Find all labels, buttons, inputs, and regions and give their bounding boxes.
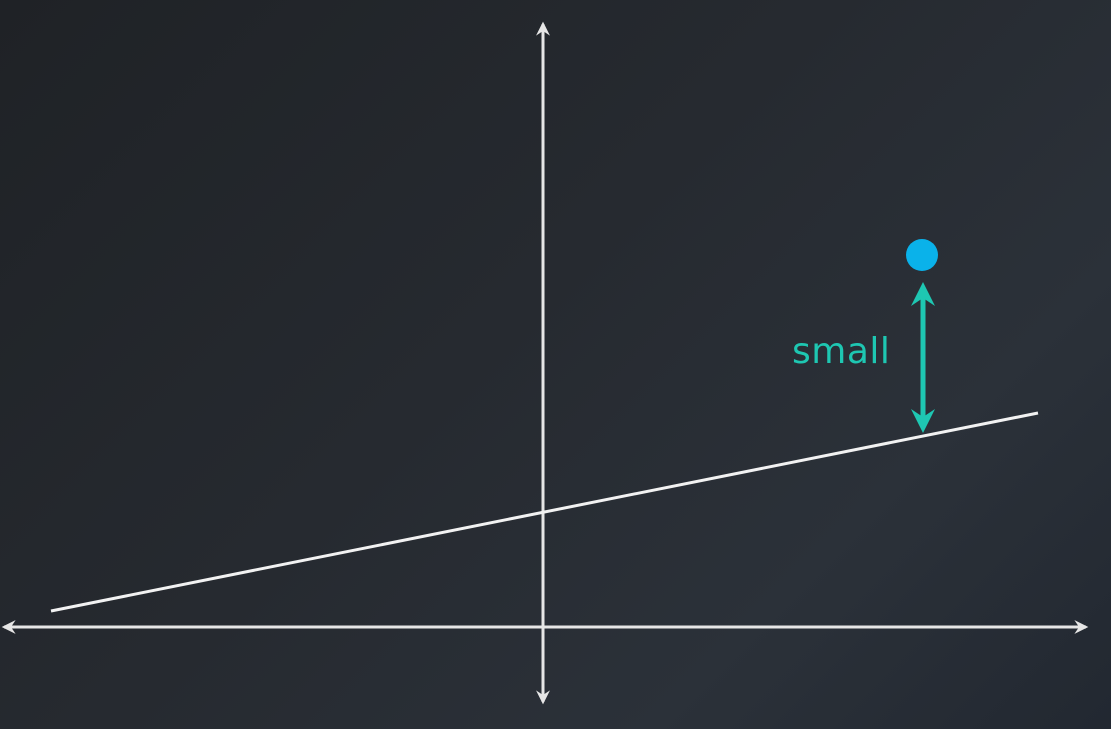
data-point <box>906 239 938 271</box>
regression-line <box>50 411 1039 613</box>
residual-label: small <box>792 331 891 372</box>
